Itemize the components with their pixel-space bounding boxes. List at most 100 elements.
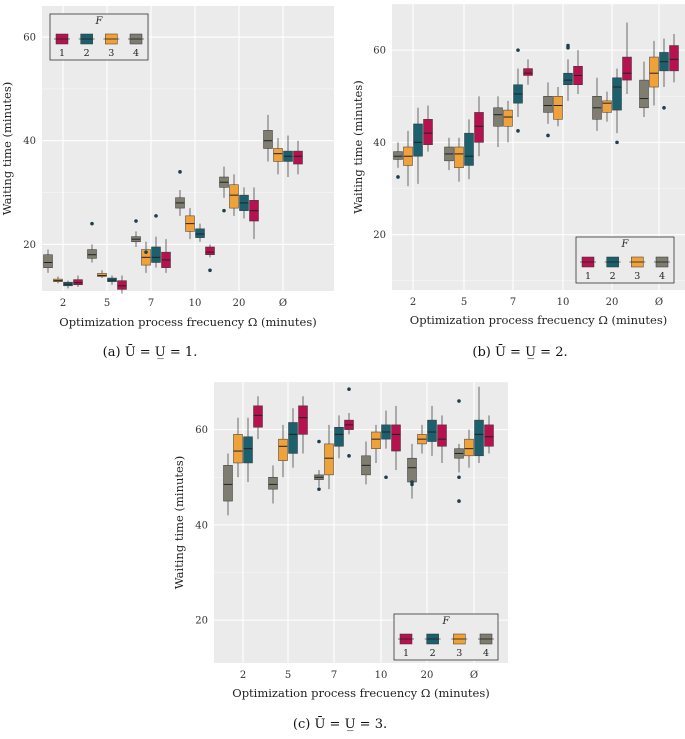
box-body [622,56,632,81]
outlier-point [144,250,148,254]
box-f2-7 [151,214,161,268]
legend-title: F [621,239,630,250]
box-f1-7 [161,239,171,273]
box-body [649,56,659,88]
chart-panel-b: 20 40 60 2 5 7 10 20 Ø Optimization process frecu… [351,3,685,327]
box-f3-Ø [649,40,659,106]
y-tick-label: 40 [195,520,208,531]
outlier-point [347,387,351,391]
box-body [293,150,303,165]
legend-label: 4 [483,648,489,659]
outlier-point [516,129,520,133]
box-body [334,426,344,447]
box-f3-5 [97,270,107,279]
box-body [273,148,283,162]
box-body [464,438,474,457]
legend-title: F [95,16,104,27]
y-tick-label: 40 [23,136,36,147]
box-body [602,100,612,113]
box-f3-2 [403,130,413,187]
legend-title: F [442,616,451,627]
x-tick-label: 20 [421,670,434,681]
box-body [474,419,484,457]
box-f4-5 [268,465,278,504]
box-body [543,96,553,113]
box-f1-10 [205,244,215,273]
outlier-point [134,219,138,223]
box-body [639,79,649,109]
x-tick-label: 2 [60,298,66,309]
caption-a: (a) Ū = U̲ = 1. [103,344,198,360]
box-f3-Ø [273,138,283,175]
box-f2-Ø [659,38,669,110]
box-body [97,273,107,277]
outlier-point [317,439,321,444]
outlier-point [457,399,461,403]
x-tick-label: 5 [104,298,110,309]
box-f1-20 [437,415,447,463]
box-body [493,107,503,127]
box-body [437,424,447,447]
box-f1-Ø [293,140,303,175]
x-tick-label: 2 [240,670,246,681]
legend-label: 1 [403,648,409,659]
box-body [195,228,205,238]
y-axis-label: Waiting time (minutes) [351,80,365,213]
box-f4-2 [393,142,403,179]
box-f3-20 [602,91,612,122]
outlier-point [317,487,321,491]
outlier-point [396,175,400,179]
box-f2-20 [427,405,437,456]
caption-b: (b) Ū = U̲ = 2. [472,344,567,360]
box-f2-5 [464,119,474,180]
caption-c: (c) Ū = U̲ = 3. [293,716,387,732]
box-body [427,419,437,442]
box-body [263,130,273,149]
box-body [523,68,533,76]
box-f4-2 [223,453,233,516]
box-f2-10 [195,223,205,242]
box-body [278,438,288,461]
y-tick-label: 20 [23,240,36,251]
box-body [393,151,403,160]
legend-label: 4 [659,271,665,282]
outlier-point [457,499,461,503]
y-tick-label: 40 [373,138,386,149]
box-f2-20 [239,187,249,219]
box-f4-20 [219,166,229,213]
y-tick-label: 60 [195,425,208,436]
box-f1-5 [298,396,308,454]
box-body [423,119,433,145]
box-f2-10 [563,43,573,101]
legend-label: 2 [430,648,436,659]
box-body [288,422,298,454]
x-tick-label: 5 [285,670,291,681]
x-axis-label: Optimization process frecuency Ω (minute… [59,315,316,329]
box-f1-7 [344,387,354,458]
box-f4-Ø [639,61,649,118]
x-tick-label: 7 [331,670,337,681]
box-body [553,96,563,120]
x-tick-label: 10 [375,670,388,681]
legend-label: 3 [108,48,114,59]
y-tick-label: 20 [373,230,386,241]
box-f3-10 [185,208,195,240]
outlier-point [384,475,388,480]
box-f4-7 [493,96,503,147]
x-tick-label: 10 [557,297,570,308]
y-tick-label: 20 [195,616,208,627]
legend: F 1 2 3 4 [393,613,499,661]
legend-label: 1 [59,48,65,59]
box-f4-10 [175,170,185,216]
box-body [563,72,573,85]
box-f3-20 [417,424,427,454]
outlier-point [566,43,570,48]
x-axis-label: Optimization process frecuency Ω (minute… [410,313,667,327]
box-f1-5 [474,96,484,157]
x-axis-label: Optimization process frecuency Ω (minute… [232,686,489,700]
x-tick-label: Ø [279,298,287,309]
box-body [324,443,334,476]
box-body [503,109,513,127]
box-f3-2 [53,276,63,284]
box-body [253,405,263,428]
